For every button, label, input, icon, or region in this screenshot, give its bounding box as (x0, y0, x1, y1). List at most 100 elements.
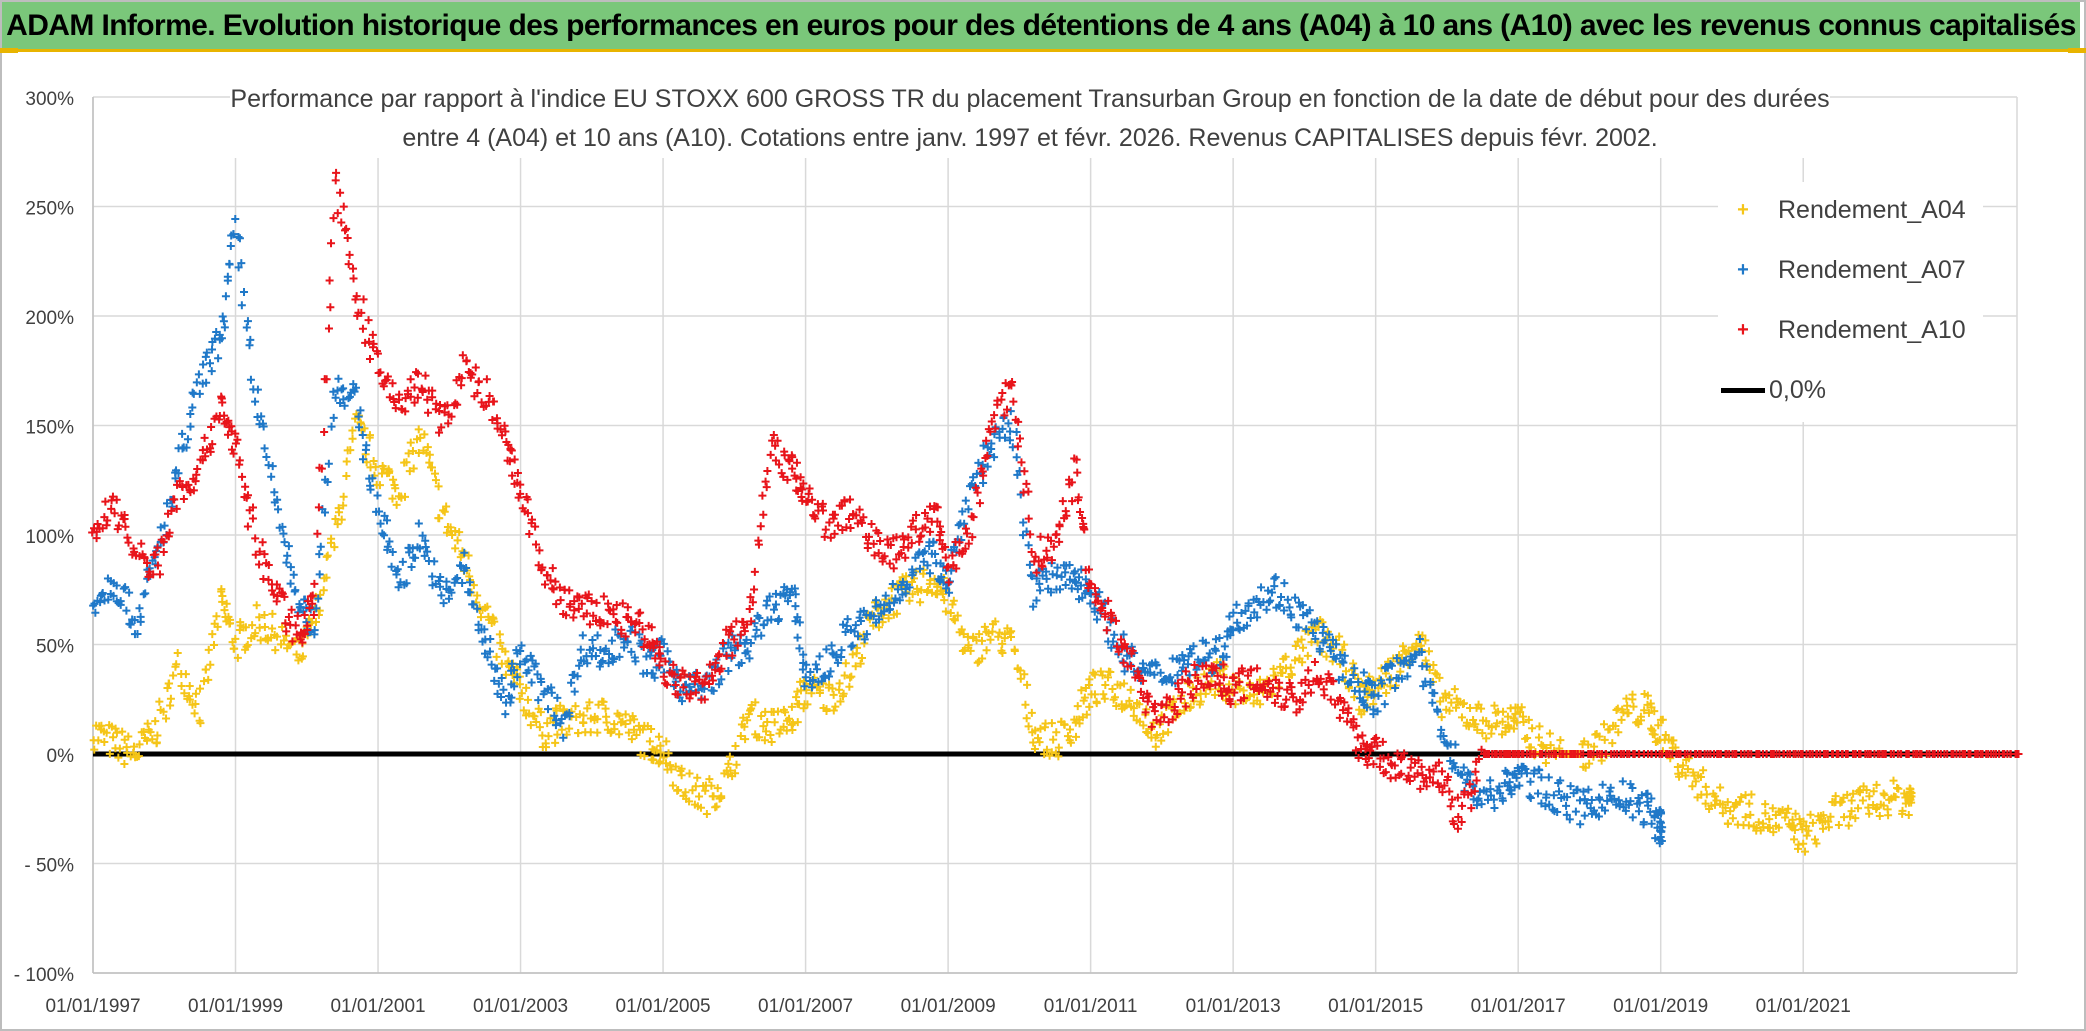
data-point-a07 (757, 631, 766, 640)
data-point-a04 (1614, 728, 1623, 737)
data-point-a10 (1339, 706, 1348, 715)
series-a10 (88, 168, 2023, 833)
data-point-a10 (803, 497, 812, 506)
data-point-a07 (437, 591, 446, 600)
data-point-a10 (365, 337, 374, 346)
data-point-a10 (1223, 687, 1232, 696)
data-point-a04 (1342, 667, 1351, 676)
data-point-a04 (984, 629, 993, 638)
data-point-a10 (388, 379, 397, 388)
data-point-a10 (124, 538, 133, 547)
data-point-a10 (437, 423, 446, 432)
data-point-a10 (623, 603, 632, 612)
data-point-a10 (1352, 721, 1361, 730)
data-point-a04 (583, 704, 592, 713)
data-point-a04 (685, 797, 694, 806)
data-point-a04 (1482, 717, 1491, 726)
data-point-a04 (434, 482, 443, 491)
data-point-a04 (941, 607, 950, 616)
data-point-a07 (358, 455, 367, 464)
data-point-a10 (655, 661, 664, 670)
data-point-a07 (743, 647, 752, 656)
data-point-a07 (1437, 725, 1446, 734)
data-point-a10 (241, 482, 250, 491)
data-point-a07 (752, 625, 761, 634)
x-tick-label: 01/01/1997 (45, 996, 140, 1017)
data-point-a07 (1211, 646, 1220, 655)
data-point-a10 (508, 471, 517, 480)
data-point-a04 (1157, 736, 1166, 745)
data-point-a10 (193, 465, 202, 474)
data-point-a07 (315, 570, 324, 579)
data-point-a07 (509, 666, 518, 675)
data-point-a07 (1369, 690, 1378, 699)
data-point-a04 (978, 654, 987, 663)
data-point-a07 (351, 383, 360, 392)
data-point-a04 (1492, 719, 1501, 728)
data-point-a04 (1159, 729, 1168, 738)
data-point-a07 (923, 561, 932, 570)
data-point-a10 (482, 375, 491, 384)
data-point-a10 (361, 338, 370, 347)
data-point-a10 (933, 503, 942, 512)
data-point-a07 (1565, 815, 1574, 824)
data-point-a04 (1473, 725, 1482, 734)
banner-title: ADAM Informe. Evolution historique des p… (6, 8, 2076, 42)
data-point-a10 (1139, 694, 1148, 703)
data-point-a10 (555, 583, 564, 592)
data-point-a04 (1452, 703, 1461, 712)
data-point-a10 (926, 527, 935, 536)
data-point-a07 (895, 596, 904, 605)
data-point-a04 (1541, 758, 1550, 767)
data-point-a07 (848, 641, 857, 650)
data-point-a10 (1160, 713, 1169, 722)
data-point-a10 (1026, 530, 1035, 539)
data-point-a07 (225, 259, 234, 268)
data-point-a07 (1512, 773, 1521, 782)
data-point-a07 (1403, 672, 1412, 681)
data-point-a10 (291, 621, 300, 630)
data-point-a10 (273, 591, 282, 600)
data-point-a10 (339, 202, 348, 211)
x-tick-label: 01/01/2005 (616, 996, 711, 1017)
data-point-a04 (1696, 773, 1705, 782)
data-point-a07 (1521, 765, 1530, 774)
data-point-a10 (874, 549, 883, 558)
data-point-a10 (1164, 718, 1173, 727)
data-point-a07 (1600, 806, 1609, 815)
data-point-a07 (1537, 799, 1546, 808)
data-point-a07 (1428, 698, 1437, 707)
data-point-a07 (1222, 652, 1231, 661)
data-point-a04 (120, 759, 129, 768)
data-point-a10 (406, 392, 415, 401)
data-point-a07 (508, 659, 517, 668)
data-point-a07 (1262, 605, 1271, 614)
data-point-a04 (1711, 792, 1720, 801)
data-point-a07 (891, 594, 900, 603)
data-point-a04 (256, 636, 265, 645)
data-point-a07 (631, 657, 640, 666)
data-point-a07 (1387, 661, 1396, 670)
data-point-a04 (1503, 712, 1512, 721)
data-point-a04 (702, 809, 711, 818)
data-point-a04 (427, 463, 436, 472)
data-point-a07 (366, 485, 375, 494)
data-point-a07 (839, 620, 848, 629)
data-point-a07 (1606, 783, 1615, 792)
data-point-a07 (320, 508, 329, 517)
data-point-a10 (1168, 715, 1177, 724)
data-point-a04 (1412, 639, 1421, 648)
data-point-a04 (1650, 707, 1659, 716)
data-point-a10 (325, 276, 334, 285)
data-point-a10 (1273, 692, 1282, 701)
data-point-a04 (995, 628, 1004, 637)
data-point-a07 (1226, 631, 1235, 640)
data-point-a10 (308, 591, 317, 600)
data-point-a07 (387, 562, 396, 571)
data-point-a10 (172, 504, 181, 513)
data-point-a10 (969, 513, 978, 522)
data-point-a04 (1030, 745, 1039, 754)
data-point-a04 (431, 476, 440, 485)
data-point-a10 (1381, 768, 1390, 777)
data-point-a07 (901, 584, 910, 593)
